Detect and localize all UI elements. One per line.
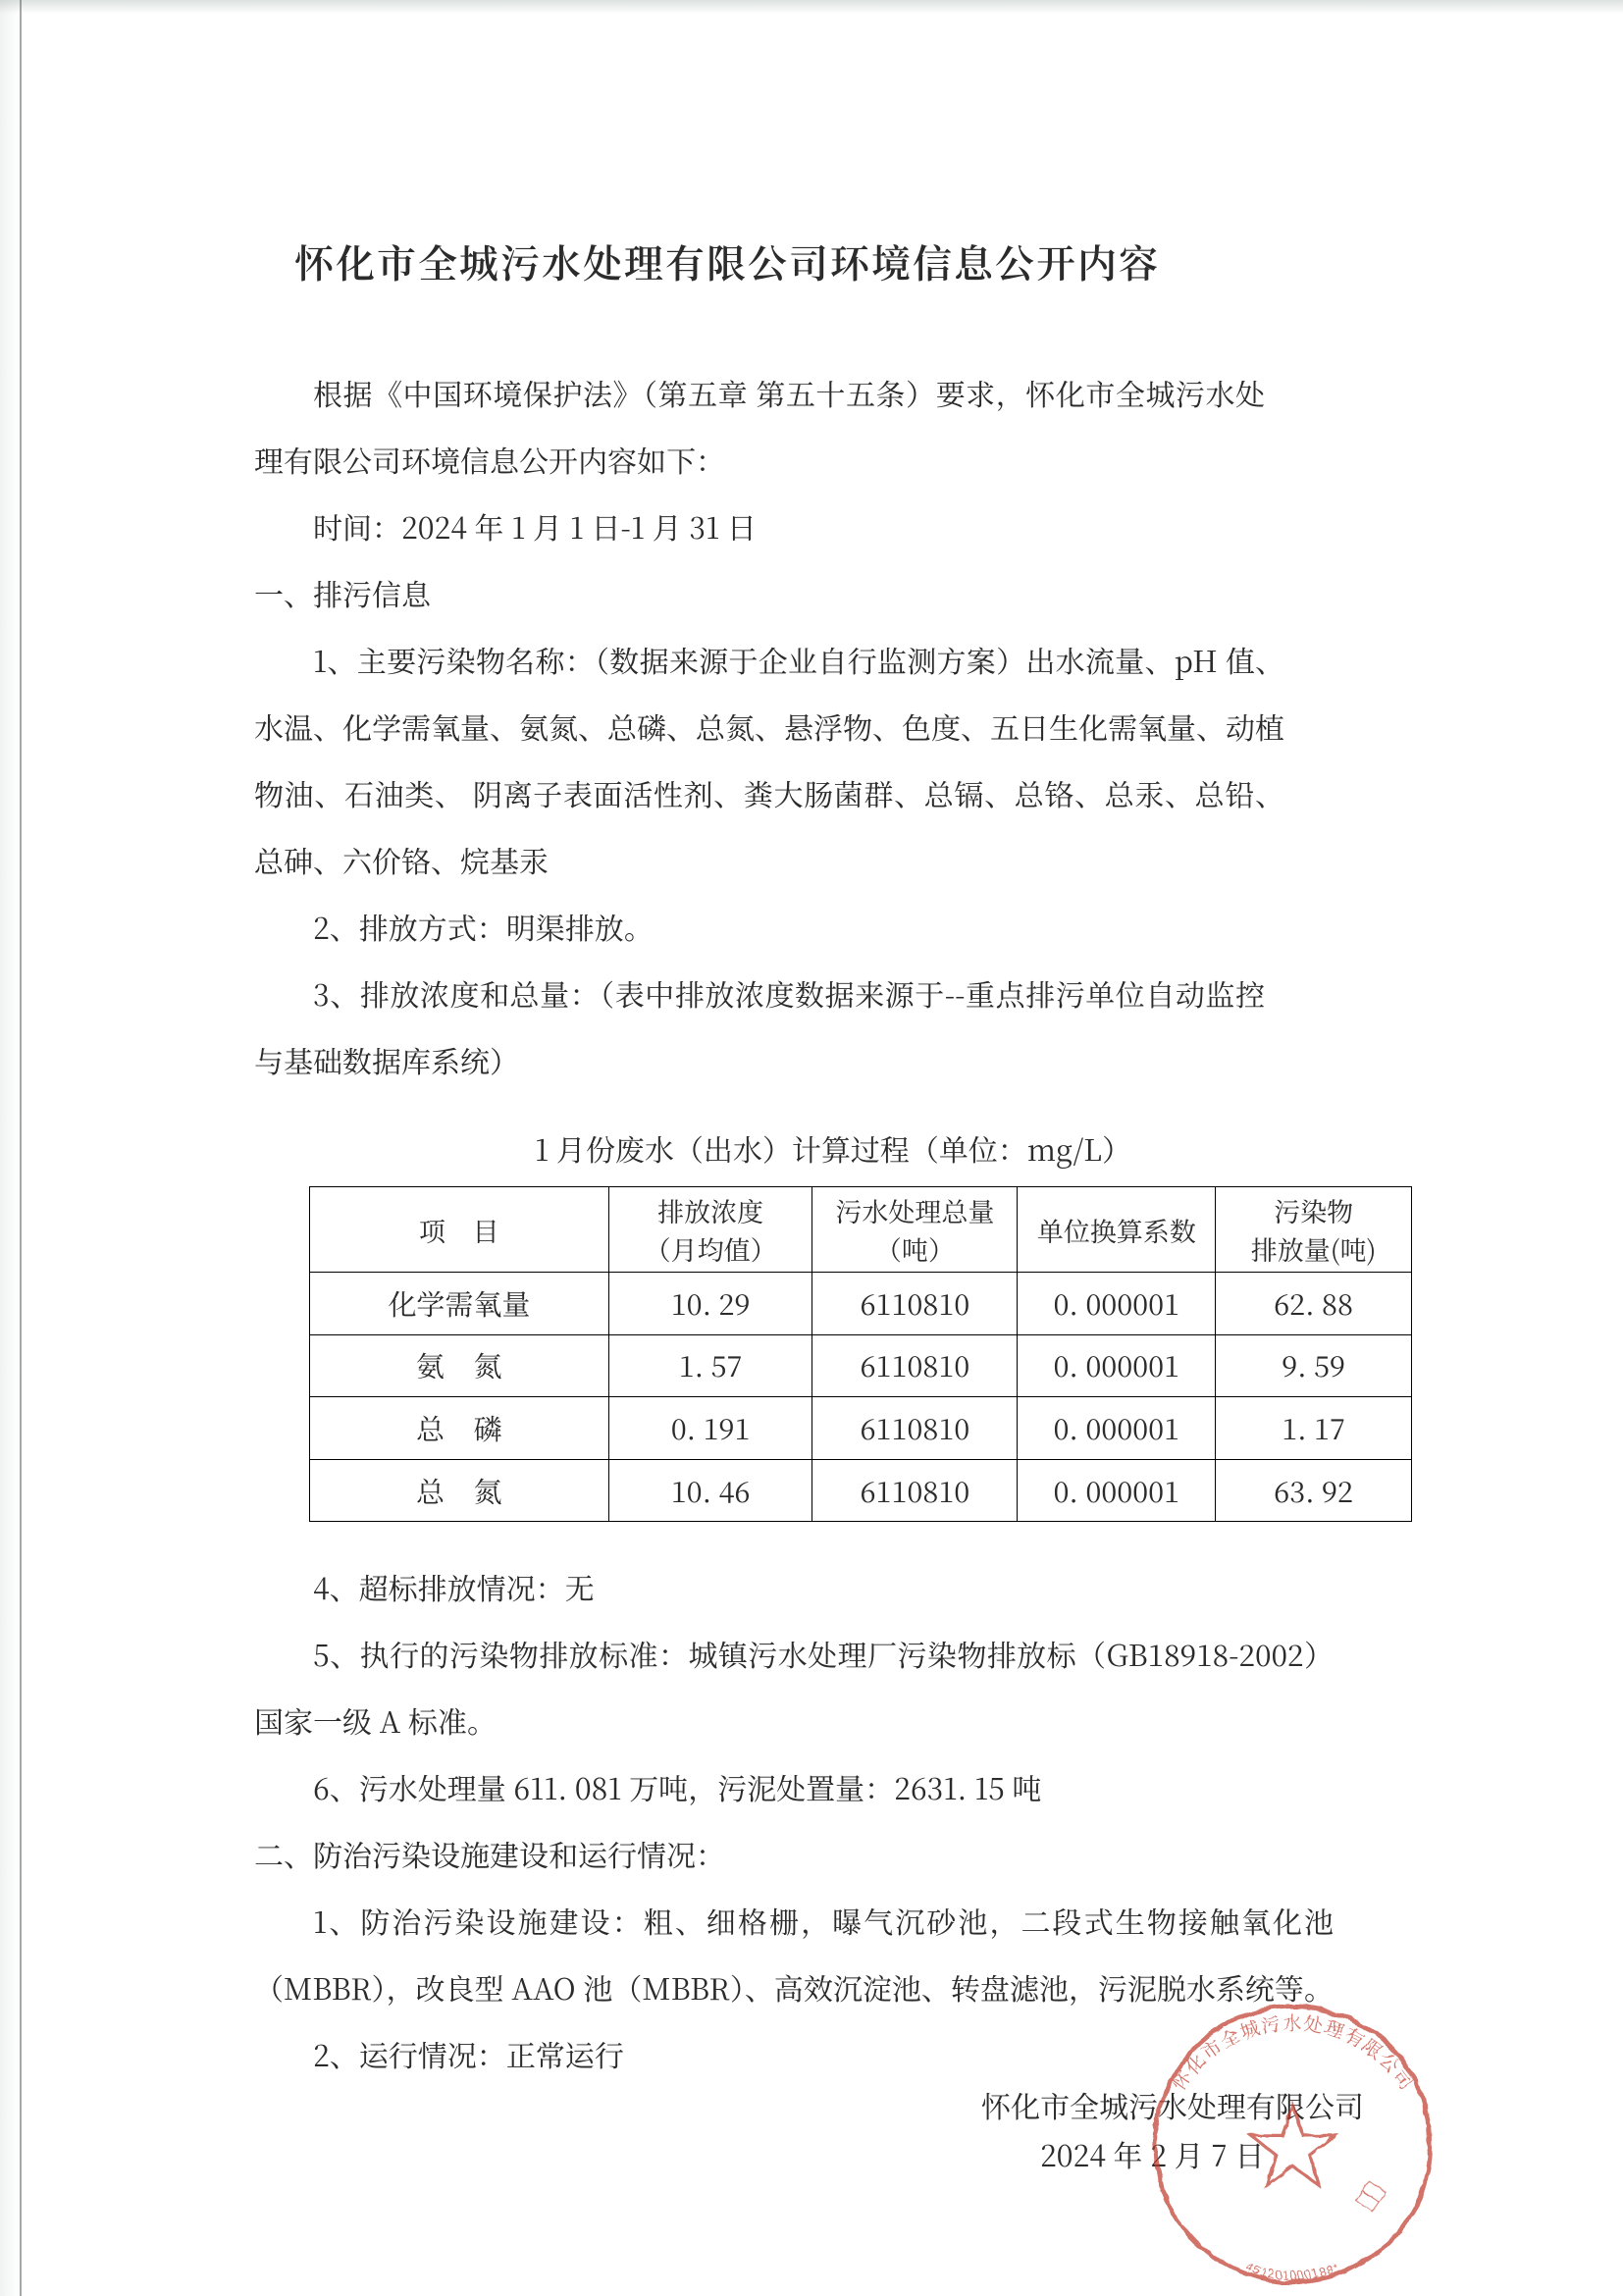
svg-text:怀化市全城污水处理有限公司: 怀化市全城污水处理有限公司 [1164, 2009, 1421, 2096]
